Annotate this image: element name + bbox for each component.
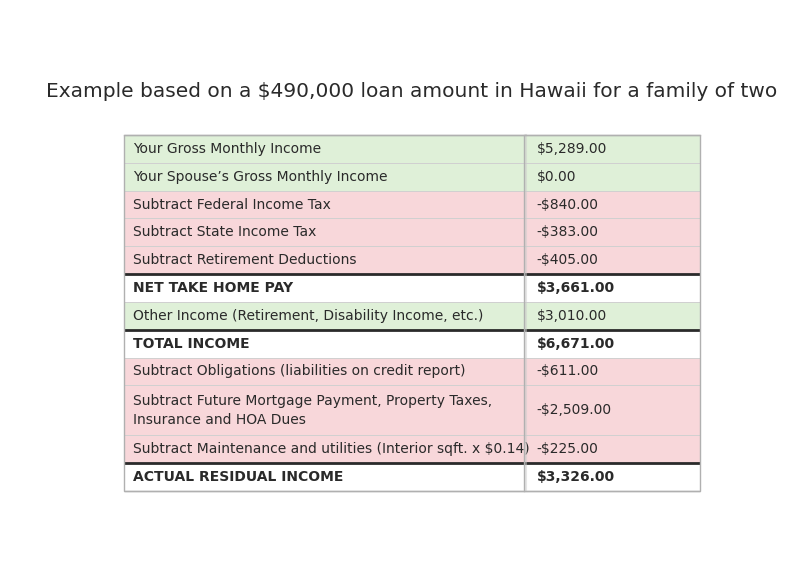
Bar: [123, 246, 700, 274]
Text: Your Gross Monthly Income: Your Gross Monthly Income: [133, 142, 321, 156]
Text: -$2,509.00: -$2,509.00: [537, 403, 612, 417]
Text: $0.00: $0.00: [537, 170, 576, 184]
Text: -$225.00: -$225.00: [537, 442, 598, 456]
Text: Example based on a $490,000 loan amount in Hawaii for a family of two: Example based on a $490,000 loan amount …: [46, 82, 778, 101]
Text: $3,326.00: $3,326.00: [537, 470, 615, 484]
Text: Subtract Future Mortgage Payment, Property Taxes,
Insurance and HOA Dues: Subtract Future Mortgage Payment, Proper…: [133, 394, 492, 426]
Bar: [123, 135, 700, 491]
Text: Subtract State Income Tax: Subtract State Income Tax: [133, 226, 316, 239]
Bar: [123, 191, 700, 218]
Bar: [123, 163, 700, 191]
Text: NET TAKE HOME PAY: NET TAKE HOME PAY: [133, 281, 293, 295]
Bar: [123, 330, 700, 358]
Bar: [123, 463, 700, 491]
Bar: [123, 218, 700, 246]
Text: ACTUAL RESIDUAL INCOME: ACTUAL RESIDUAL INCOME: [133, 470, 343, 484]
Text: $6,671.00: $6,671.00: [537, 337, 615, 351]
Text: -$611.00: -$611.00: [537, 364, 599, 378]
Text: $3,010.00: $3,010.00: [537, 309, 607, 323]
Text: $3,661.00: $3,661.00: [537, 281, 615, 295]
Text: Your Spouse’s Gross Monthly Income: Your Spouse’s Gross Monthly Income: [133, 170, 387, 184]
Bar: [123, 274, 700, 302]
Text: $5,289.00: $5,289.00: [537, 142, 607, 156]
Bar: [123, 358, 700, 385]
Text: Subtract Maintenance and utilities (Interior sqft. x $0.14): Subtract Maintenance and utilities (Inte…: [133, 442, 530, 456]
Bar: [123, 385, 700, 435]
Text: -$840.00: -$840.00: [537, 197, 598, 212]
Bar: [123, 302, 700, 330]
Text: Other Income (Retirement, Disability Income, etc.): Other Income (Retirement, Disability Inc…: [133, 309, 483, 323]
Bar: [123, 135, 700, 163]
Text: -$405.00: -$405.00: [537, 253, 598, 267]
Text: Subtract Retirement Deductions: Subtract Retirement Deductions: [133, 253, 356, 267]
Text: TOTAL INCOME: TOTAL INCOME: [133, 337, 250, 351]
Text: Subtract Federal Income Tax: Subtract Federal Income Tax: [133, 197, 330, 212]
Text: -$383.00: -$383.00: [537, 226, 598, 239]
Text: Subtract Obligations (liabilities on credit report): Subtract Obligations (liabilities on cre…: [133, 364, 466, 378]
Bar: [123, 435, 700, 463]
